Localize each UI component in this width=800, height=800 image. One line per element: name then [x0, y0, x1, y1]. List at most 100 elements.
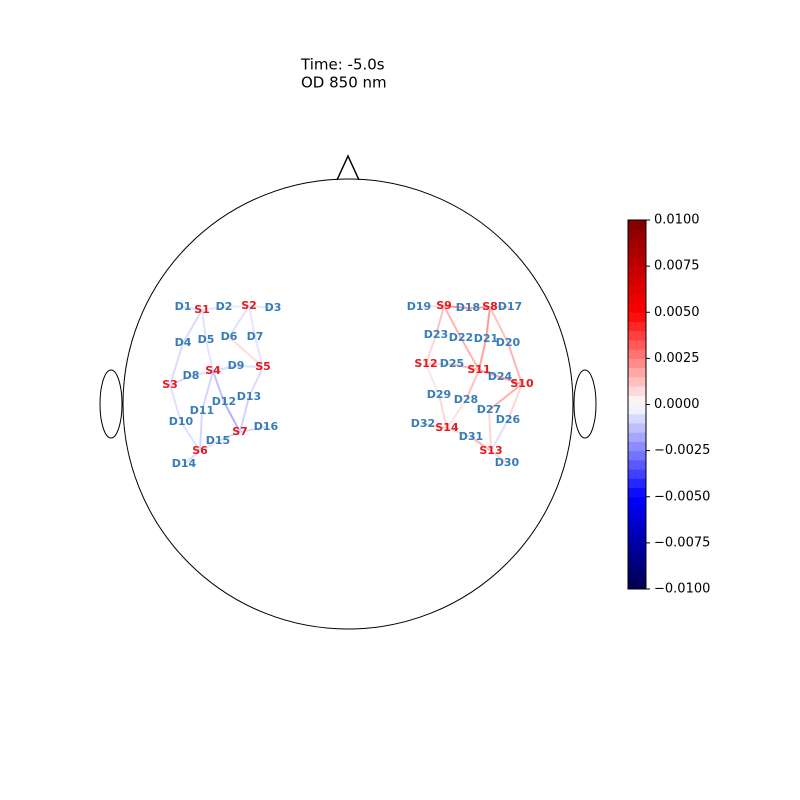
detector-label: D29: [427, 388, 451, 401]
colorbar-step: [628, 247, 646, 258]
channel: [182, 309, 203, 344]
channel: [228, 336, 264, 368]
channel: [248, 305, 274, 309]
detector-label: D9: [228, 359, 245, 372]
detector-label: D24: [488, 370, 513, 383]
channel: [169, 342, 184, 386]
channel: [507, 342, 523, 385]
colorbar-step: [628, 220, 646, 230]
channel: [490, 419, 509, 452]
channel: [490, 450, 508, 464]
channel: [205, 339, 214, 372]
colorbar-step: [628, 524, 646, 535]
channel: [499, 376, 523, 385]
channel: [228, 305, 250, 338]
detector-label: D13: [237, 390, 261, 403]
colorbar-tick-label: −0.0100: [654, 582, 710, 597]
channel: [201, 370, 214, 412]
channel: [199, 440, 219, 452]
detector-label: D18: [456, 301, 480, 314]
channel: [446, 427, 472, 438]
colorbar-step: [628, 229, 646, 239]
colorbar-step: [628, 395, 646, 405]
colorbar-step: [628, 450, 646, 461]
colorbar-step: [628, 552, 646, 562]
colorbar-step: [628, 496, 646, 507]
detector-label: D3: [265, 301, 282, 314]
right-ear: [573, 369, 597, 439]
colorbar-step: [628, 542, 646, 553]
channel: [217, 431, 241, 442]
channel: [212, 365, 237, 372]
channel: [212, 370, 225, 403]
source-label: S4: [205, 364, 221, 377]
chart-subtitle: OD 850 nm: [301, 74, 387, 92]
source-label: S5: [255, 360, 271, 373]
channel: [201, 309, 207, 341]
colorbar-step: [628, 238, 646, 249]
colorbar-step: [628, 284, 646, 295]
colorbar-step: [628, 266, 646, 276]
channel: [438, 394, 448, 429]
detector-label: D16: [254, 420, 279, 433]
channel: [169, 384, 182, 423]
channel: [470, 436, 492, 452]
detector-label: D20: [496, 336, 521, 349]
channel: [478, 369, 501, 378]
colorbar-step: [628, 570, 646, 581]
channel: [460, 337, 480, 371]
colorbar-step: [628, 303, 646, 313]
colorbar-step: [628, 256, 646, 267]
channel: [465, 369, 480, 401]
detector-label: D26: [496, 413, 521, 426]
colorbar-step: [628, 505, 646, 516]
source-label: S14: [435, 421, 459, 434]
channel: [425, 363, 440, 396]
colorbar-step: [628, 413, 646, 424]
source-label: S3: [162, 378, 178, 391]
detector-label: D25: [440, 357, 464, 370]
source-label: S2: [241, 299, 257, 312]
colorbar-step: [628, 321, 646, 332]
colorbar-step: [628, 422, 646, 433]
channel: [183, 450, 201, 465]
channel: [507, 383, 523, 421]
channel: [418, 305, 445, 308]
colorbar-tick-label: 0.0025: [654, 351, 700, 366]
colorbar-step: [628, 293, 646, 304]
detector-label: D14: [172, 457, 197, 470]
colorbar-step: [628, 376, 646, 387]
colorbar-step: [628, 478, 646, 489]
channel: [190, 370, 214, 377]
channel: [239, 396, 250, 433]
detector-label: D5: [198, 333, 215, 346]
colorbar-step: [628, 441, 646, 452]
channel: [443, 305, 469, 309]
colorbar-step: [628, 404, 646, 415]
channel: [199, 410, 203, 452]
colorbar-step: [628, 561, 646, 572]
colorbar-step: [628, 579, 646, 590]
channel: [223, 401, 241, 433]
detector-label: D6: [221, 330, 238, 343]
detector-label: D12: [212, 395, 236, 408]
detector-label: D30: [495, 456, 520, 469]
channel: [182, 306, 203, 311]
detector-label: D28: [454, 393, 478, 406]
detector-label: D10: [169, 415, 194, 428]
left-ear: [99, 369, 123, 439]
colorbar-tick-label: 0.0100: [654, 213, 700, 228]
channel: [488, 409, 492, 452]
colorbar-step: [628, 275, 646, 286]
detector-label: D15: [206, 434, 230, 447]
channel: [422, 423, 448, 429]
channel: [443, 305, 462, 339]
colorbar-step: [628, 367, 646, 378]
chart-title: Time: -5.0s: [300, 56, 385, 74]
detector-label: D2: [216, 300, 233, 313]
source-label: S10: [510, 377, 534, 390]
colorbar-step: [628, 459, 646, 470]
detector-label: D11: [190, 404, 214, 417]
channel: [223, 305, 250, 308]
source-label: S9: [436, 299, 452, 312]
